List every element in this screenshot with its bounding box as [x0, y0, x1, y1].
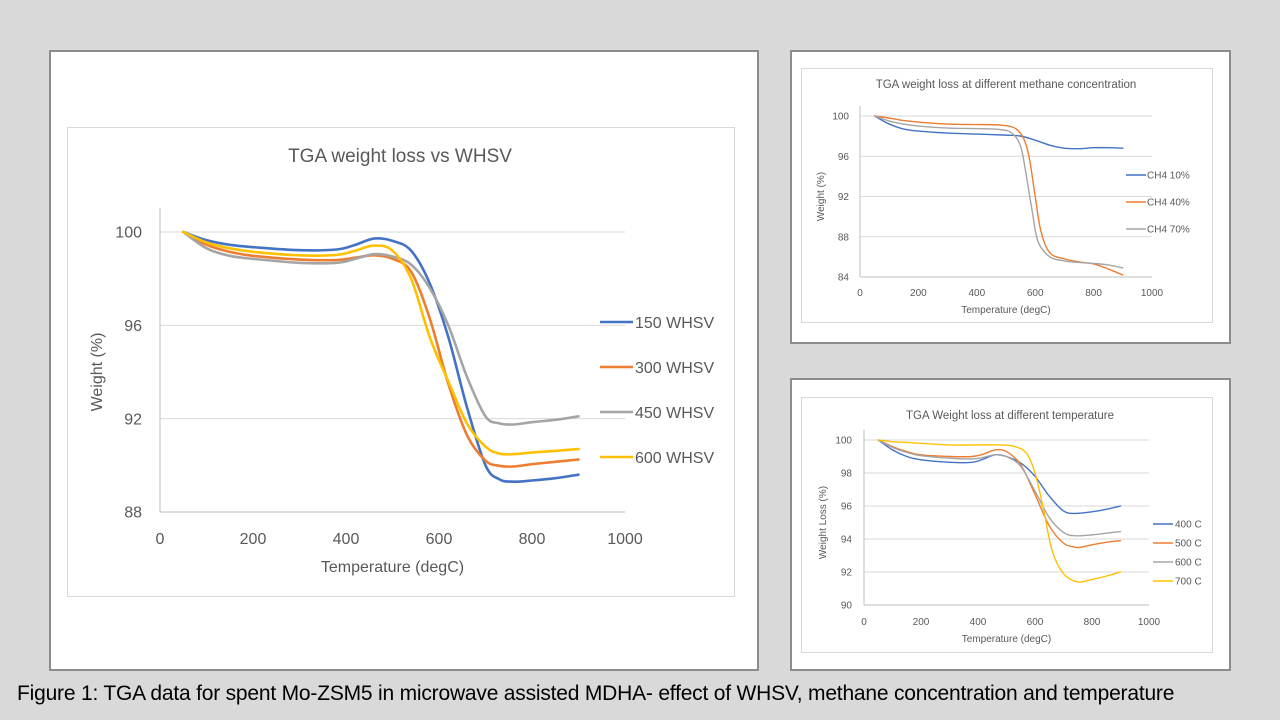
whsv-legend-label: 600 WHSV	[635, 450, 714, 467]
whsv-x-tick-label: 1000	[607, 531, 643, 548]
figure-caption: Figure 1: TGA data for spent Mo-ZSM5 in …	[17, 682, 1175, 705]
whsv-x-tick-label: 600	[426, 531, 453, 548]
temperature-y-tick-label: 90	[841, 601, 853, 612]
temperature-y-tick-label: 96	[841, 502, 853, 513]
temperature-series-line-600-c	[877, 439, 1122, 537]
whsv-series-line-600-whsv	[181, 230, 580, 456]
temperature-y-tick-label: 92	[841, 568, 853, 579]
methane-y-tick-label: 92	[838, 192, 850, 203]
methane-x-tick-label: 800	[1085, 288, 1102, 299]
methane-series-line-ch4-40-	[873, 115, 1124, 276]
temperature-x-axis-label: Temperature (degC)	[962, 634, 1051, 645]
whsv-legend-label: 150 WHSV	[635, 315, 714, 332]
temperature-legend-label: 400 C	[1175, 520, 1202, 531]
whsv-chart-area[interactable]	[67, 127, 735, 597]
methane-y-axis-label: Weight (%)	[816, 172, 827, 221]
temperature-series-line-400-c	[877, 439, 1122, 515]
whsv-series-line-450-whsv	[181, 230, 580, 426]
temperature-x-tick-label: 0	[861, 617, 867, 628]
temperature-y-tick-label: 94	[841, 535, 853, 546]
whsv-y-tick-label: 96	[124, 318, 142, 335]
whsv-x-tick-label: 400	[333, 531, 360, 548]
whsv-x-axis-label: Temperature (degC)	[321, 559, 464, 576]
temperature-x-tick-label: 600	[1027, 617, 1044, 628]
temperature-chart-title: TGA Weight loss at different temperature	[906, 410, 1114, 422]
temperature-legend-label: 600 C	[1175, 558, 1202, 569]
methane-x-tick-label: 400	[968, 288, 985, 299]
whsv-y-axis-label: Weight (%)	[89, 333, 106, 412]
methane-y-tick-label: 84	[838, 273, 850, 284]
methane-x-axis-label: Temperature (degC)	[961, 305, 1050, 316]
temperature-y-axis-label: Weight Loss (%)	[818, 486, 829, 559]
whsv-y-tick-label: 88	[124, 505, 142, 522]
methane-legend-label: CH4 70%	[1147, 225, 1190, 236]
methane-x-tick-label: 600	[1027, 288, 1044, 299]
temperature-x-tick-label: 400	[970, 617, 987, 628]
whsv-chart-title: TGA weight loss vs WHSV	[288, 146, 512, 167]
methane-legend-label: CH4 10%	[1147, 171, 1190, 182]
methane-chart-title: TGA weight loss at different methane con…	[876, 79, 1137, 91]
whsv-series-line-150-whsv	[181, 230, 580, 483]
whsv-legend-label: 300 WHSV	[635, 360, 714, 377]
methane-x-tick-label: 200	[910, 288, 927, 299]
temperature-y-tick-label: 98	[841, 469, 853, 480]
methane-series-line-ch4-10-	[873, 115, 1124, 150]
temperature-series-line-700-c	[877, 439, 1122, 583]
methane-y-tick-label: 100	[832, 112, 849, 123]
temperature-legend-label: 700 C	[1175, 577, 1202, 588]
whsv-x-tick-label: 800	[519, 531, 546, 548]
methane-x-tick-label: 1000	[1141, 288, 1164, 299]
whsv-y-tick-label: 100	[115, 225, 142, 242]
temperature-series-line-500-c	[877, 439, 1122, 549]
methane-legend-label: CH4 40%	[1147, 198, 1190, 209]
methane-series-line-ch4-70-	[873, 115, 1124, 269]
whsv-series-line-300-whsv	[181, 230, 580, 468]
methane-y-tick-label: 88	[838, 232, 850, 243]
whsv-y-tick-label: 92	[124, 411, 142, 428]
temperature-y-tick-label: 100	[835, 436, 852, 447]
temperature-legend-label: 500 C	[1175, 539, 1202, 550]
methane-y-tick-label: 96	[838, 152, 850, 163]
temperature-x-tick-label: 800	[1084, 617, 1101, 628]
whsv-legend-label: 450 WHSV	[635, 405, 714, 422]
methane-chart-area[interactable]	[801, 68, 1213, 323]
temperature-x-tick-label: 200	[913, 617, 930, 628]
temperature-x-tick-label: 1000	[1138, 617, 1161, 628]
methane-x-tick-label: 0	[857, 288, 863, 299]
whsv-x-tick-label: 0	[156, 531, 165, 548]
whsv-x-tick-label: 200	[240, 531, 267, 548]
